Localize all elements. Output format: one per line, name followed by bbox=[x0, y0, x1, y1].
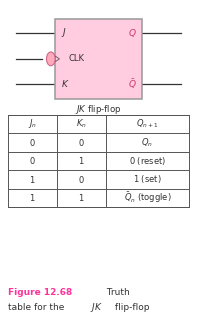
Text: $1$: $1$ bbox=[29, 192, 36, 203]
Text: $\bar{Q}_n$ (toggle): $\bar{Q}_n$ (toggle) bbox=[124, 191, 171, 205]
Text: flip-flop: flip-flop bbox=[112, 303, 150, 312]
Text: $Q$: $Q$ bbox=[128, 27, 137, 39]
Text: $Q_n$: $Q_n$ bbox=[141, 136, 153, 149]
Text: $1$: $1$ bbox=[29, 174, 36, 185]
Text: $J_n$: $J_n$ bbox=[28, 117, 37, 130]
Text: $K_n$: $K_n$ bbox=[76, 118, 87, 130]
Text: $0$: $0$ bbox=[29, 155, 36, 166]
Text: Figure 12.68: Figure 12.68 bbox=[8, 288, 72, 297]
Text: $J$: $J$ bbox=[61, 26, 67, 39]
Polygon shape bbox=[55, 56, 59, 62]
Text: CLK: CLK bbox=[69, 54, 85, 63]
Text: $0$: $0$ bbox=[78, 174, 85, 185]
Text: $K$: $K$ bbox=[61, 78, 70, 89]
Text: $JK$ flip-flop: $JK$ flip-flop bbox=[75, 103, 122, 116]
Text: $0$: $0$ bbox=[29, 137, 36, 148]
Text: $Q_{n+1}$: $Q_{n+1}$ bbox=[136, 118, 159, 130]
Text: $0$: $0$ bbox=[78, 137, 85, 148]
Text: $0$ (reset): $0$ (reset) bbox=[129, 155, 166, 167]
Text: $JK$: $JK$ bbox=[90, 301, 102, 314]
Text: $1$ (set): $1$ (set) bbox=[133, 173, 162, 186]
Text: Truth: Truth bbox=[104, 288, 130, 297]
Text: $\bar{Q}$: $\bar{Q}$ bbox=[128, 77, 137, 91]
Text: $1$: $1$ bbox=[78, 155, 85, 166]
Text: $1$: $1$ bbox=[78, 192, 85, 203]
Bar bbox=[55, 19, 142, 99]
Bar bbox=[8, 115, 189, 207]
Circle shape bbox=[46, 52, 55, 66]
Text: table for the: table for the bbox=[8, 303, 67, 312]
